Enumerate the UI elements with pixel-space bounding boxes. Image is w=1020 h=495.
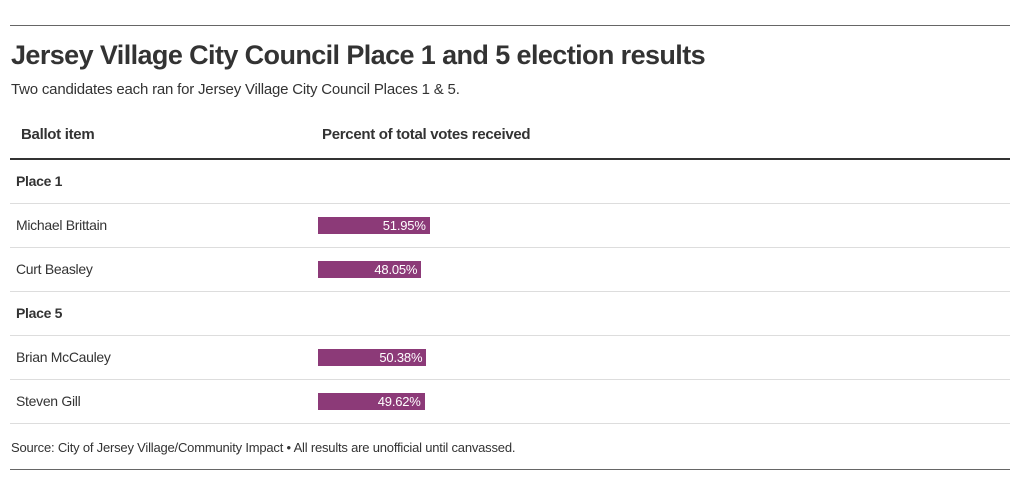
group-row: Place 5 [10, 292, 1010, 336]
table-row: Brian McCauley 50.38% [10, 336, 1010, 380]
table-row: Steven Gill 49.62% [10, 380, 1010, 424]
table-row: Michael Brittain 51.95% [10, 204, 1010, 248]
group-label: Place 5 [16, 305, 63, 321]
source-note: Source: City of Jersey Village/Community… [11, 440, 516, 455]
header-rule [10, 158, 1010, 160]
results-table: Place 1 Michael Brittain 51.95% Curt Beasle… [10, 160, 1010, 424]
bar: 48.05% [318, 261, 422, 278]
table-row: Curt Beasley 48.05% [10, 248, 1010, 292]
bar-track: 51.95% [318, 217, 533, 234]
bar-track: 50.38% [318, 349, 533, 366]
bar-value-label: 48.05% [374, 262, 418, 277]
chart-subtitle: Two candidates each ran for Jersey Villa… [11, 81, 460, 98]
column-header-ballot-item: Ballot item [21, 126, 95, 143]
bar: 51.95% [318, 217, 430, 234]
group-row: Place 1 [10, 160, 1010, 204]
bottom-rule [10, 469, 1010, 470]
bar-value-label: 49.62% [377, 394, 421, 409]
group-label: Place 1 [16, 173, 63, 189]
bar-track: 49.62% [318, 393, 533, 410]
bar-track: 48.05% [318, 261, 533, 278]
bar-value-label: 50.38% [379, 350, 423, 365]
candidate-label: Curt Beasley [16, 261, 93, 277]
bar: 50.38% [318, 349, 427, 366]
bar-value-label: 51.95% [382, 218, 426, 233]
chart-title: Jersey Village City Council Place 1 and … [11, 40, 706, 70]
top-rule [10, 25, 1010, 26]
bar: 49.62% [318, 393, 425, 410]
candidate-label: Brian McCauley [16, 349, 111, 365]
column-header-percent: Percent of total votes received [322, 126, 531, 143]
candidate-label: Steven Gill [16, 393, 81, 409]
candidate-label: Michael Brittain [16, 217, 107, 233]
